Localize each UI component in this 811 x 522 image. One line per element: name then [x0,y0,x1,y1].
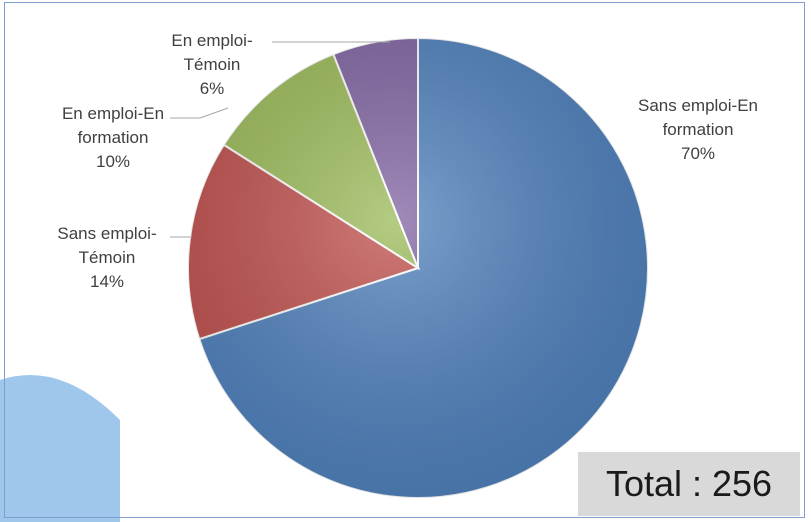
data-label: Sans emploi-En formation 70% [633,94,763,166]
value-label: 70% [680,144,716,163]
data-label: En emploi-En formation 10% [48,102,178,174]
decoration [0,375,120,522]
value-label: 14% [89,272,125,291]
frame [4,2,805,518]
category-label: Sans emploi-Témoin [57,224,157,267]
leader-lines [170,41,390,238]
category-label: En emploi-Témoin [171,31,253,74]
category-label: En emploi-En formation [61,104,165,147]
category-label: Sans emploi-En formation [637,96,758,139]
data-label: Sans emploi-Témoin 14% [42,222,172,294]
value-label: 10% [95,152,131,171]
value-label: 6% [199,79,225,98]
data-label: En emploi-Témoin 6% [162,29,262,101]
total-box: Total : 256 [578,452,800,516]
